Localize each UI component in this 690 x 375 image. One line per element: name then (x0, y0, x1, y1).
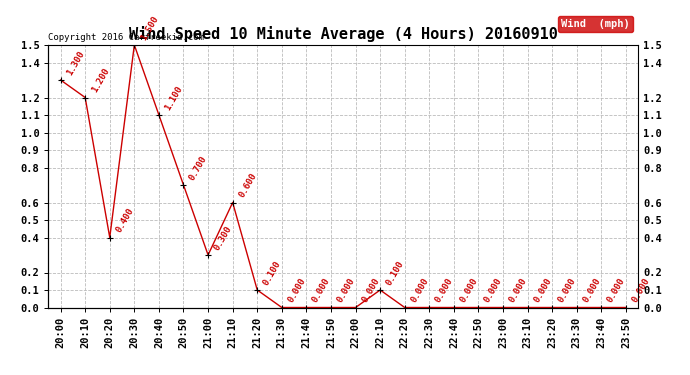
Text: 0.000: 0.000 (606, 276, 627, 304)
Legend: Wind  (mph): Wind (mph) (558, 16, 633, 32)
Text: 0.000: 0.000 (458, 276, 480, 304)
Text: 0.100: 0.100 (384, 259, 406, 287)
Text: 0.100: 0.100 (262, 259, 283, 287)
Text: 1.200: 1.200 (90, 66, 111, 94)
Text: 0.000: 0.000 (434, 276, 455, 304)
Text: Copyright 2016 Carfreekid.com: Copyright 2016 Carfreekid.com (48, 33, 204, 42)
Text: 0.000: 0.000 (631, 276, 651, 304)
Text: 1.500: 1.500 (139, 14, 160, 42)
Text: 0.000: 0.000 (557, 276, 578, 304)
Text: 0.000: 0.000 (581, 276, 602, 304)
Text: 0.000: 0.000 (483, 276, 504, 304)
Text: 0.000: 0.000 (532, 276, 553, 304)
Text: 1.100: 1.100 (164, 84, 184, 112)
Text: 0.700: 0.700 (188, 154, 209, 182)
Text: 0.000: 0.000 (507, 276, 529, 304)
Text: 0.000: 0.000 (409, 276, 431, 304)
Text: 0.000: 0.000 (286, 276, 308, 304)
Text: 0.300: 0.300 (213, 224, 234, 252)
Text: 0.000: 0.000 (360, 276, 381, 304)
Text: 0.400: 0.400 (114, 207, 135, 234)
Text: 0.000: 0.000 (310, 276, 332, 304)
Text: 1.300: 1.300 (65, 49, 86, 77)
Title: Wind Speed 10 Minute Average (4 Hours) 20160910: Wind Speed 10 Minute Average (4 Hours) 2… (129, 27, 558, 42)
Text: 0.600: 0.600 (237, 171, 258, 199)
Text: 0.000: 0.000 (335, 276, 357, 304)
